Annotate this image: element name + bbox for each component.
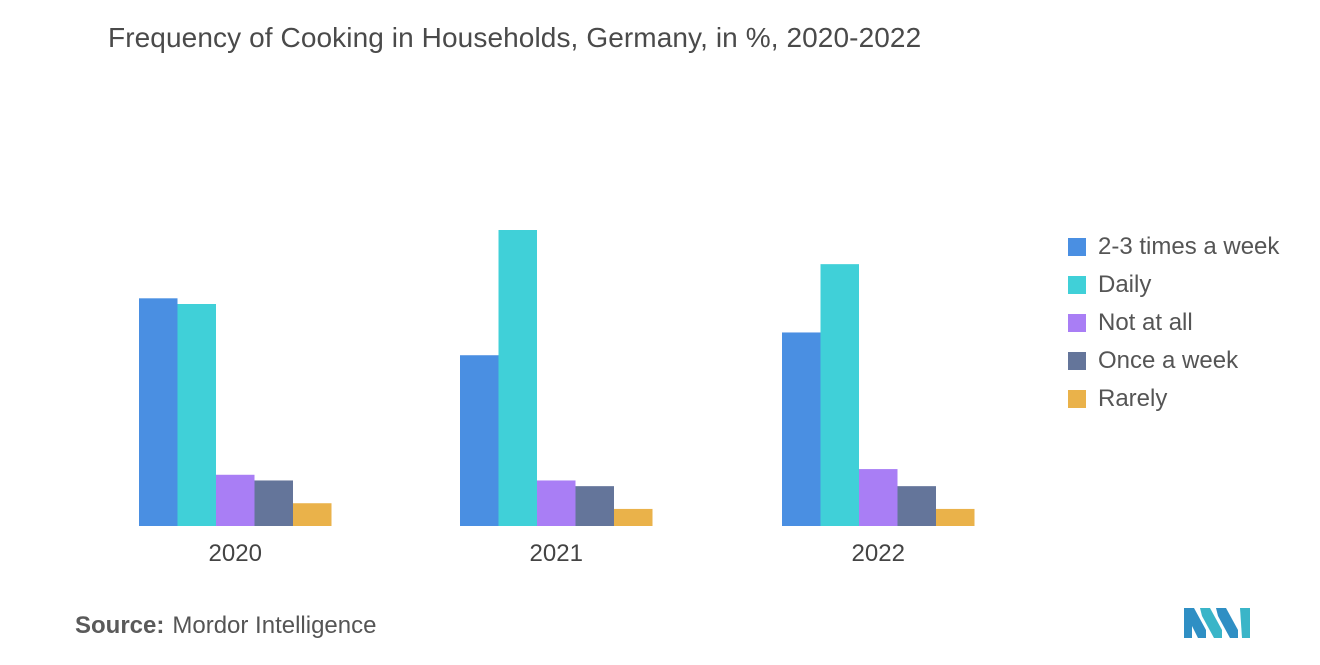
bar-2020-2-3-times-a-week bbox=[139, 298, 178, 526]
source-note: Source: Mordor Intelligence bbox=[75, 612, 376, 640]
x-tick-label: 2020 bbox=[209, 540, 262, 567]
bar-2020-daily bbox=[177, 304, 216, 526]
legend-label: Once a week bbox=[1098, 347, 1239, 374]
x-tick-label: 2021 bbox=[530, 540, 583, 567]
legend-swatch bbox=[1068, 314, 1086, 332]
legend: 2-3 times a week Daily Not at all Once a… bbox=[1068, 228, 1279, 418]
bar-2022-2-3-times-a-week bbox=[782, 332, 821, 526]
legend-swatch bbox=[1068, 390, 1086, 408]
bar-2022-once-a-week bbox=[897, 486, 936, 526]
chart-title: Frequency of Cooking in Households, Germ… bbox=[108, 22, 922, 53]
bar-2020-once-a-week bbox=[254, 480, 293, 526]
legend-label: Rarely bbox=[1098, 385, 1168, 412]
bar-2022-not-at-all bbox=[859, 469, 898, 526]
legend-label: Daily bbox=[1098, 271, 1152, 298]
source-label: Source: bbox=[75, 612, 165, 639]
source-text: Mordor Intelligence bbox=[172, 612, 377, 639]
legend-item-rarely: Rarely bbox=[1068, 380, 1279, 418]
legend-item-not-at-all: Not at all bbox=[1068, 304, 1279, 342]
legend-swatch bbox=[1068, 238, 1086, 256]
legend-swatch bbox=[1068, 352, 1086, 370]
bar-2020-not-at-all bbox=[216, 474, 255, 526]
bar-2021-2-3-times-a-week bbox=[460, 355, 499, 526]
bar-2021-once-a-week bbox=[575, 486, 614, 526]
legend-item-once-a-week: Once a week bbox=[1068, 342, 1279, 380]
legend-item-daily: Daily bbox=[1068, 266, 1279, 304]
legend-swatch bbox=[1068, 276, 1086, 294]
bar-2020-rarely bbox=[293, 503, 332, 526]
mordor-intelligence-logo-icon bbox=[1184, 608, 1250, 638]
bar-2021-not-at-all bbox=[537, 480, 576, 526]
bar-2021-daily bbox=[498, 230, 537, 526]
legend-label: Not at all bbox=[1098, 309, 1193, 336]
x-tick-label: 2022 bbox=[852, 540, 905, 567]
legend-item-2-3-times-a-week: 2-3 times a week bbox=[1068, 228, 1279, 266]
bar-2022-daily bbox=[820, 264, 859, 526]
bar-2021-rarely bbox=[614, 508, 653, 526]
bar-2022-rarely bbox=[936, 508, 975, 526]
legend-label: 2-3 times a week bbox=[1098, 233, 1280, 260]
